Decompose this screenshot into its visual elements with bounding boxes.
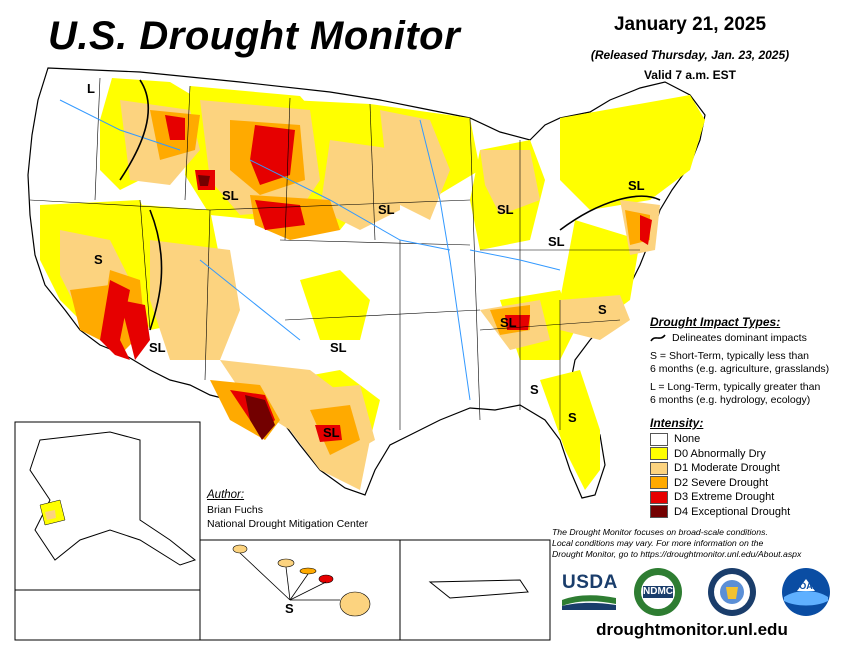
ndmc-logo: NDMC <box>633 567 683 617</box>
label-sl-ohio: SL <box>548 234 565 249</box>
intensity-row: D1 Moderate Drought <box>650 461 790 476</box>
intensity-label: D2 Severe Drought <box>674 476 769 489</box>
intensity-heading: Intensity: <box>650 416 704 430</box>
intensity-row: D3 Extreme Drought <box>650 490 790 505</box>
hawaii-inset <box>199 539 401 641</box>
delineates-text: Delineates dominant impacts <box>672 332 807 344</box>
short-term-text: S = Short-Term, typically less than 6 mo… <box>650 350 829 376</box>
usda-logo: USDA <box>562 572 618 610</box>
d4-areas <box>198 175 275 440</box>
usda-logo-text: USDA <box>562 572 618 593</box>
disclaimer-line-1: The Drought Monitor focuses on broad-sca… <box>552 527 768 537</box>
ndmc-logo-text: NDMC <box>643 586 673 597</box>
long-term-line-2: 6 months (e.g. hydrology, ecology) <box>650 394 811 406</box>
site-url[interactable]: droughtmonitor.unl.edu <box>596 620 788 639</box>
intensity-row: D0 Abnormally Dry <box>650 447 790 462</box>
label-s-florida: S <box>568 410 577 425</box>
author-name: Brian Fuchs <box>207 504 264 516</box>
intensity-swatch <box>650 476 668 490</box>
long-term-text: L = Long-Term, typically greater than 6 … <box>650 381 820 407</box>
intensity-swatch <box>650 432 668 446</box>
noaa-logo-text: NOAA <box>792 581 820 591</box>
intensity-row: D2 Severe Drought <box>650 476 790 491</box>
label-sl-oklahoma: SL <box>330 340 347 355</box>
disclaimer-line-3: Drought Monitor, go to https://droughtmo… <box>552 549 802 559</box>
short-term-line-2: 6 months (e.g. agriculture, grasslands) <box>650 363 830 375</box>
intensity-label: D4 Exceptional Drought <box>674 505 791 518</box>
puerto-rico-inset <box>399 539 551 641</box>
noaa-logo-icon <box>782 568 830 616</box>
intensity-label: D3 Extreme Drought <box>674 491 775 503</box>
intensity-swatch <box>650 505 668 519</box>
label-s-carolina: S <box>598 302 607 317</box>
disclaimer-line-2: Local conditions may vary. For more info… <box>552 538 764 548</box>
label-sl-tennessee: SL <box>500 315 517 330</box>
release-date: (Released Thursday, Jan. 23, 2025) <box>590 48 790 62</box>
label-sl-new-york: SL <box>628 178 645 193</box>
ndmc-seal-icon <box>634 568 682 616</box>
intensity-list: None D0 Abnormally Dry D1 Moderate Droug… <box>650 432 790 519</box>
short-term-line-1: S = Short-Term, typically less than <box>650 350 810 362</box>
label-sl-arizona: SL <box>149 340 166 355</box>
disclaimer: The Drought Monitor focuses on broad-sca… <box>552 527 842 560</box>
impact-boundaries <box>119 79 661 331</box>
impact-types-heading: Drought Impact Types: <box>650 315 781 329</box>
alaska-inset <box>14 421 201 641</box>
commerce-logo <box>707 567 757 617</box>
author-org: National Drought Mitigation Center <box>207 518 369 530</box>
intensity-swatch <box>650 490 668 504</box>
intensity-swatch <box>650 461 668 475</box>
hawaii-leader-lines <box>239 552 340 601</box>
noaa-logo: NOAA <box>781 567 831 617</box>
state-borders <box>29 77 640 430</box>
valid-time: Valid 7 a.m. EST <box>643 68 737 82</box>
boundary-line-icon <box>650 334 666 342</box>
label-s-hawaii: S <box>285 601 294 616</box>
map-date: January 21, 2025 <box>613 14 767 35</box>
hawaii-islands <box>232 544 371 617</box>
label-s-alabama: S <box>530 382 539 397</box>
intensity-label: D1 Moderate Drought <box>674 462 780 474</box>
label-sl-texas: SL <box>323 425 340 440</box>
label-s-california: S <box>94 252 103 267</box>
delineates-row: Delineates dominant impacts <box>650 332 807 345</box>
intensity-label: D0 Abnormally Dry <box>674 447 766 460</box>
intensity-row: D4 Exceptional Drought <box>650 505 790 520</box>
puerto-rico-shape <box>428 579 529 599</box>
intensity-row: None <box>650 432 790 447</box>
map-title: U.S. Drought Monitor <box>48 14 461 58</box>
alaska-shape <box>29 431 197 566</box>
label-sl-michigan: SL <box>497 202 514 217</box>
author-heading: Author: <box>207 489 245 501</box>
long-term-line-1: L = Long-Term, typically greater than <box>650 381 821 393</box>
usda-swoosh-icon <box>562 595 616 610</box>
label-sl-wyoming: SL <box>222 188 239 203</box>
intensity-swatch <box>650 447 668 461</box>
rivers <box>59 99 561 401</box>
intensity-label: None <box>674 433 701 445</box>
commerce-seal-icon <box>708 568 756 616</box>
label-sl-nebraska: SL <box>378 202 395 217</box>
label-l-pacific-nw: L <box>87 81 95 96</box>
